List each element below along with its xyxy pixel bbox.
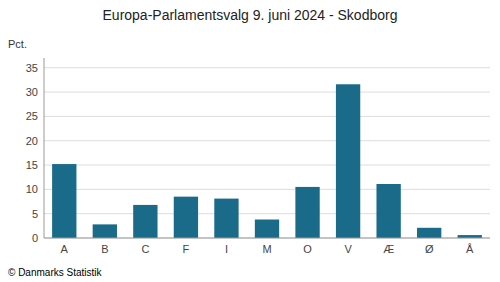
bar xyxy=(417,228,441,238)
bar xyxy=(174,197,198,238)
x-tick-label: O xyxy=(303,243,312,255)
x-tick-label: F xyxy=(183,243,190,255)
y-axis-line xyxy=(44,58,45,238)
footer: © Danmarks Statistik xyxy=(8,267,103,278)
chart-container: Europa-Parlamentsvalg 9. juni 2024 - Sko… xyxy=(0,0,500,282)
chart: Europa-Parlamentsvalg 9. juni 2024 - Sko… xyxy=(0,0,500,282)
x-tick-label: Å xyxy=(466,243,474,255)
bar xyxy=(93,224,117,238)
title: Europa-Parlamentsvalg 9. juni 2024 - Sko… xyxy=(103,7,398,23)
grid-line xyxy=(44,92,490,93)
x-tick-label: V xyxy=(344,243,352,255)
y-axis-label: Pct. xyxy=(8,38,27,50)
x-tick-label: Ø xyxy=(425,243,434,255)
y-tick-label: 25 xyxy=(26,110,38,122)
bar xyxy=(52,164,76,238)
y-tick-label: 20 xyxy=(26,135,38,147)
y-tick-label: 10 xyxy=(26,183,38,195)
grid-line xyxy=(44,165,490,166)
grid-line xyxy=(44,213,490,214)
y-tick-label: 15 xyxy=(26,159,38,171)
bar xyxy=(133,205,157,238)
x-tick-label: M xyxy=(262,243,271,255)
grid xyxy=(44,68,490,238)
grid-line xyxy=(44,189,490,190)
y-tick-label: 5 xyxy=(32,208,38,220)
grid-line xyxy=(44,116,490,117)
y-tick-label: 0 xyxy=(32,232,38,244)
x-tick-label: A xyxy=(61,243,69,255)
x-axis-line xyxy=(44,238,490,239)
y-tick-label: 30 xyxy=(26,86,38,98)
x-tick-label: C xyxy=(141,243,149,255)
bar xyxy=(214,199,238,238)
x-tick-label: Æ xyxy=(383,243,394,255)
bar xyxy=(255,220,279,238)
bar xyxy=(376,184,400,238)
grid-line xyxy=(44,140,490,141)
grid-line xyxy=(44,238,490,239)
bars xyxy=(52,84,482,238)
grid-line xyxy=(44,67,490,68)
y-tick-label: 35 xyxy=(26,62,38,74)
x-tick-label: I xyxy=(225,243,228,255)
bar xyxy=(336,84,360,238)
bar xyxy=(295,187,319,238)
x-tick-label: B xyxy=(101,243,108,255)
